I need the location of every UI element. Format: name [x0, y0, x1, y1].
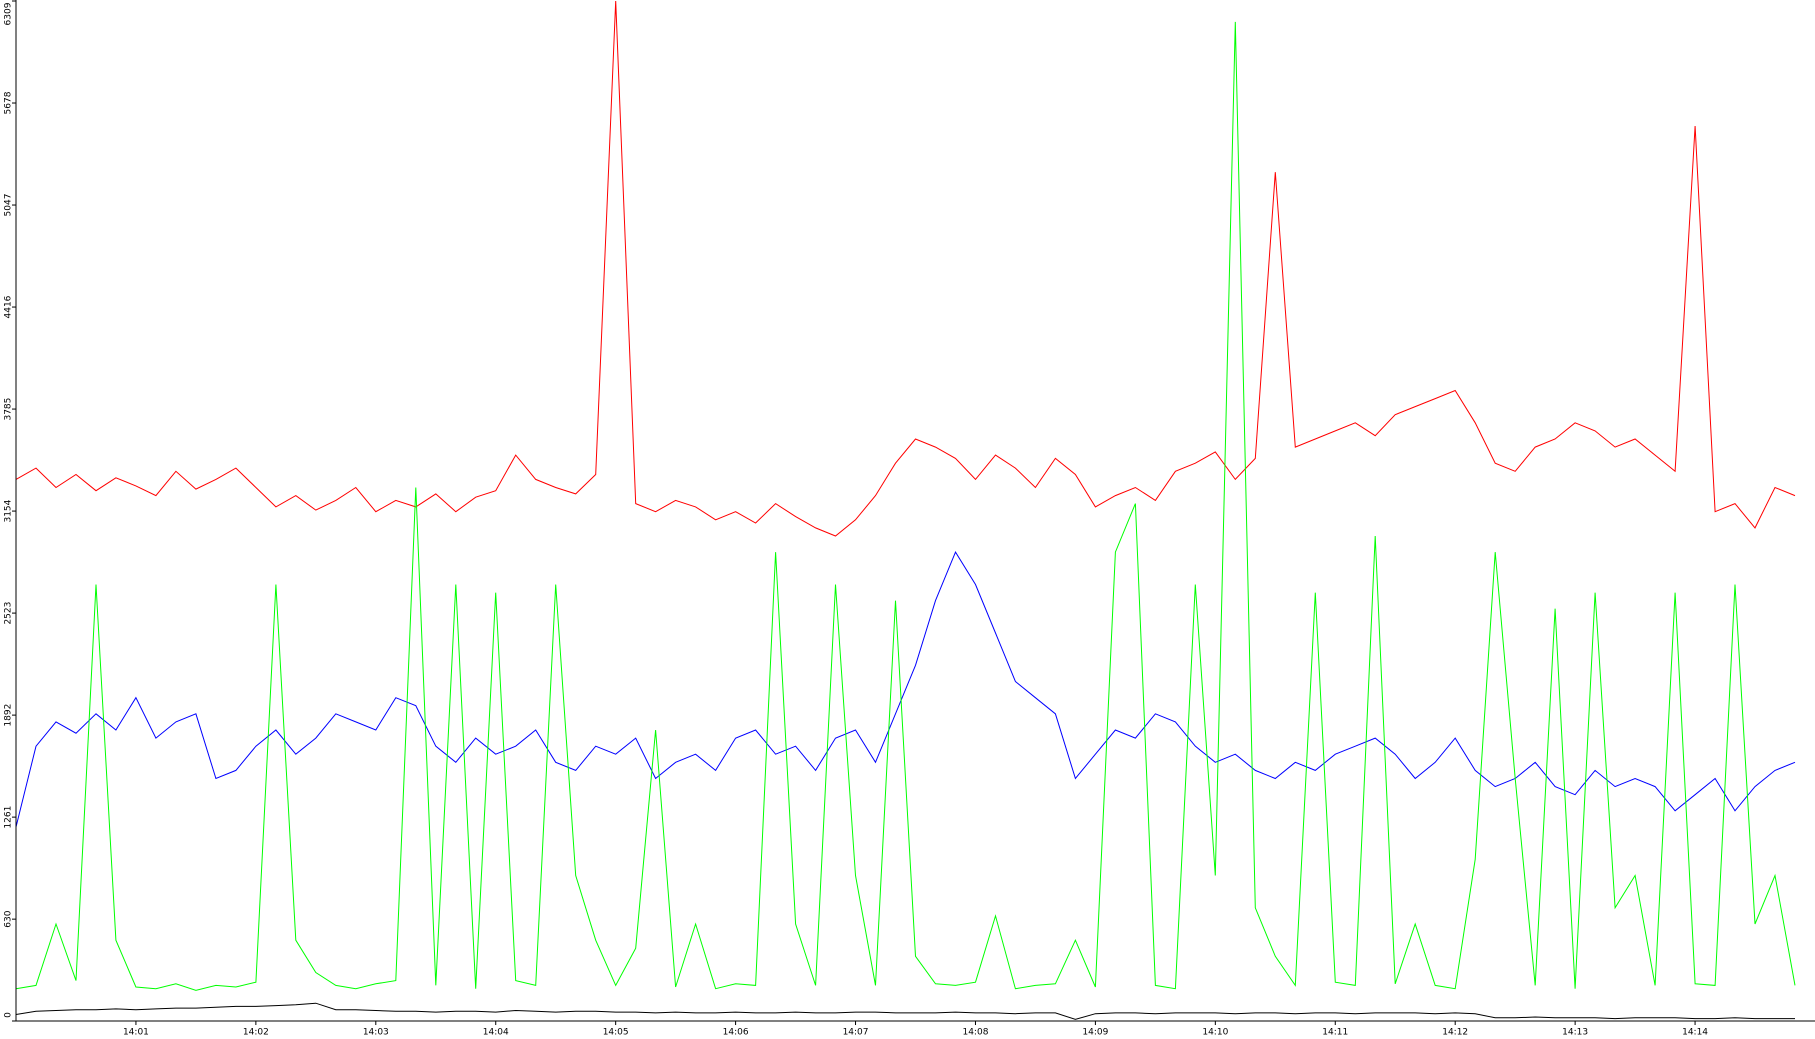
x-tick-label: 14:12: [1442, 1028, 1468, 1038]
y-tick-label: 6309: [4, 2, 14, 25]
x-tick-label: 14:02: [243, 1028, 269, 1038]
x-tick-label: 14:07: [843, 1028, 869, 1038]
x-tick-label: 14:03: [363, 1028, 389, 1038]
x-tick-label: 14:14: [1682, 1028, 1708, 1038]
x-tick-label: 14:06: [723, 1028, 749, 1038]
y-tick-label: 1892: [4, 704, 14, 727]
y-tick-label: 5047: [4, 194, 14, 217]
x-tick-label: 14:09: [1082, 1028, 1108, 1038]
y-tick-label: 1261: [4, 806, 14, 829]
y-tick-label: 630: [4, 910, 14, 927]
series-line: [15, 0, 1796, 537]
y-tick-label: 3154: [4, 499, 14, 522]
x-tick-label: 14:11: [1322, 1028, 1348, 1038]
y-tick-label: 5678: [4, 91, 14, 114]
series-line: [15, 1002, 1795, 1020]
y-tick-label: 4416: [4, 295, 14, 318]
x-tick-label: 14:13: [1562, 1028, 1588, 1038]
x-tick-label: 14:04: [483, 1028, 509, 1038]
x-tick-label: 14:05: [603, 1028, 629, 1038]
x-tick-label: 14:10: [1202, 1028, 1228, 1038]
series-line: [15, 551, 1796, 828]
y-tick-label: 3785: [4, 398, 14, 421]
x-tick-label: 14:08: [962, 1028, 988, 1038]
series-line: [15, 21, 1796, 991]
y-tick-label: 2523: [4, 602, 14, 625]
x-tick-label: 14:01: [123, 1028, 149, 1038]
y-tick-label: 0: [4, 1012, 14, 1018]
